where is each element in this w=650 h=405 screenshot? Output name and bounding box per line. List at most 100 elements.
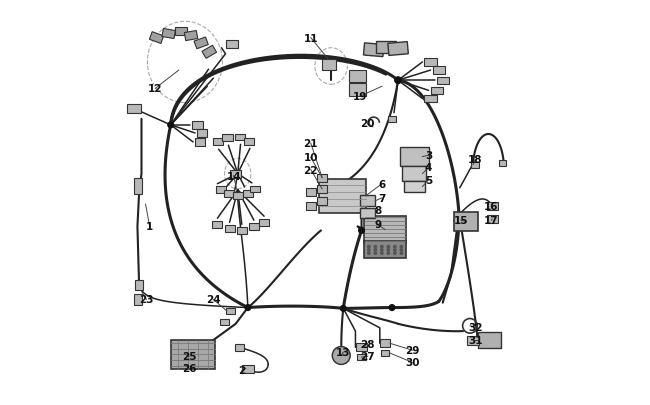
Circle shape — [359, 228, 365, 234]
Circle shape — [394, 246, 396, 248]
Bar — [433, 67, 445, 75]
Text: 14: 14 — [226, 171, 241, 181]
Bar — [402, 167, 426, 181]
Text: 15: 15 — [454, 216, 468, 226]
Bar — [349, 84, 365, 96]
Circle shape — [341, 306, 346, 311]
Text: 8: 8 — [374, 206, 382, 215]
Bar — [400, 147, 429, 167]
Bar — [244, 139, 254, 145]
Bar — [226, 308, 235, 314]
Bar — [381, 350, 389, 356]
Bar — [306, 189, 316, 196]
Bar — [380, 339, 390, 347]
Circle shape — [400, 249, 402, 252]
Bar — [499, 161, 506, 167]
Text: 19: 19 — [352, 92, 367, 102]
Text: 18: 18 — [468, 155, 482, 165]
Bar — [192, 122, 203, 129]
Bar — [235, 344, 244, 351]
Bar — [237, 228, 247, 234]
Bar — [250, 186, 260, 193]
Circle shape — [245, 305, 251, 311]
Text: 26: 26 — [182, 364, 196, 373]
Bar — [162, 30, 176, 39]
Text: 5: 5 — [425, 175, 432, 185]
Text: 32: 32 — [468, 322, 482, 332]
Text: 23: 23 — [139, 295, 153, 305]
Circle shape — [374, 252, 376, 255]
Circle shape — [368, 246, 370, 248]
Circle shape — [381, 252, 383, 255]
Bar — [404, 182, 425, 192]
Bar — [134, 178, 142, 194]
Circle shape — [381, 246, 383, 248]
Bar — [364, 242, 406, 259]
Circle shape — [387, 252, 389, 255]
Bar — [222, 135, 233, 142]
Bar — [195, 139, 205, 146]
Bar — [430, 87, 443, 95]
Text: 27: 27 — [360, 352, 375, 361]
Bar — [175, 28, 187, 36]
Text: 12: 12 — [148, 84, 162, 94]
Text: 21: 21 — [304, 139, 318, 149]
Circle shape — [332, 347, 350, 364]
Text: 28: 28 — [360, 339, 375, 349]
Text: 7: 7 — [378, 194, 385, 203]
Bar — [471, 162, 479, 168]
Bar — [127, 104, 141, 114]
Text: 10: 10 — [304, 153, 318, 163]
Bar — [213, 221, 222, 228]
Bar — [487, 203, 497, 210]
Bar — [317, 198, 327, 206]
Bar — [150, 32, 164, 45]
Bar — [249, 224, 259, 230]
Circle shape — [395, 78, 401, 84]
Circle shape — [400, 246, 402, 248]
Text: 24: 24 — [206, 295, 220, 305]
Bar — [364, 217, 406, 243]
Bar — [317, 174, 327, 182]
Text: 22: 22 — [304, 165, 318, 175]
Bar — [224, 225, 235, 232]
Bar — [224, 191, 234, 198]
Bar — [226, 40, 238, 49]
Bar — [424, 59, 437, 66]
Bar — [242, 365, 254, 373]
Bar — [194, 38, 208, 50]
Bar — [360, 196, 375, 207]
Bar — [467, 336, 479, 345]
Circle shape — [368, 249, 370, 252]
Bar — [349, 71, 365, 83]
Text: 2: 2 — [238, 366, 246, 375]
Bar — [259, 220, 269, 226]
Circle shape — [394, 249, 396, 252]
Bar — [358, 354, 365, 360]
Circle shape — [381, 249, 383, 252]
Bar — [235, 134, 245, 141]
Text: 6: 6 — [378, 179, 385, 189]
Text: 9: 9 — [374, 220, 382, 230]
Bar — [213, 139, 223, 146]
Bar — [185, 32, 198, 41]
Bar — [424, 96, 437, 103]
Text: 3: 3 — [425, 151, 432, 161]
Circle shape — [389, 305, 395, 311]
Text: 11: 11 — [304, 34, 318, 43]
Circle shape — [387, 246, 389, 248]
Circle shape — [374, 246, 376, 248]
Text: 30: 30 — [405, 358, 419, 367]
Bar — [202, 46, 216, 59]
Text: 20: 20 — [360, 119, 375, 128]
Bar — [216, 187, 226, 194]
Text: 31: 31 — [468, 335, 482, 345]
Text: 29: 29 — [405, 345, 419, 355]
Circle shape — [168, 123, 174, 128]
Circle shape — [374, 249, 376, 252]
Circle shape — [395, 78, 401, 84]
Bar — [487, 216, 497, 223]
Text: 25: 25 — [182, 352, 196, 361]
Bar — [363, 44, 384, 58]
Bar — [376, 42, 396, 54]
